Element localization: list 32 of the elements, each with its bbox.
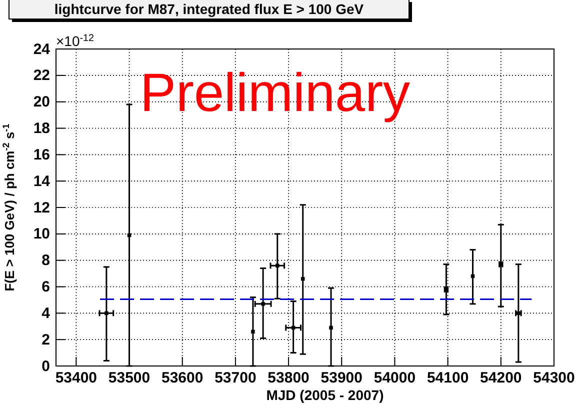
y-tick-label: 16 bbox=[33, 146, 50, 164]
y-tick-label: 10 bbox=[33, 226, 50, 243]
y-tick-label: 0 bbox=[42, 358, 50, 375]
x-tick-label: 53400 bbox=[55, 370, 98, 387]
y-tick-label: 8 bbox=[42, 252, 50, 270]
point bbox=[261, 302, 265, 306]
y-tick-label: 12 bbox=[33, 199, 50, 216]
y-tick-label: 14 bbox=[33, 172, 51, 190]
y-tick-label: 2 bbox=[42, 331, 50, 348]
annotation: ×10$^{-12}$ bbox=[56, 32, 94, 49]
x-tick-label: 54000 bbox=[374, 370, 416, 387]
y-tick-label: 18 bbox=[33, 120, 50, 138]
x-tick-label: 53700 bbox=[214, 370, 256, 387]
x-tick-label: 54100 bbox=[426, 370, 469, 387]
x-tick-label: 54300 bbox=[533, 370, 575, 387]
x-axis-title: MJD (2005 - 2007) bbox=[266, 387, 384, 403]
point bbox=[329, 326, 333, 330]
chart-title: lightcurve for M87, integrated flux E > 100 GeV bbox=[54, 1, 364, 17]
point bbox=[276, 264, 280, 268]
y-tick-label: 6 bbox=[42, 278, 50, 296]
x-tick-label: 54200 bbox=[480, 370, 522, 387]
x-tick-label: 53900 bbox=[320, 370, 362, 387]
y-tick-label: 22 bbox=[33, 67, 50, 84]
point bbox=[251, 330, 255, 334]
point bbox=[104, 311, 108, 316]
y-tick-label: 4 bbox=[42, 304, 51, 322]
y-tick-label: 20 bbox=[33, 94, 50, 111]
x-tick-label: 53500 bbox=[108, 370, 150, 387]
annotation: Preliminary bbox=[140, 63, 410, 123]
x-tick-label: 53600 bbox=[162, 370, 204, 387]
y-tick-label: 24 bbox=[33, 40, 51, 58]
x-tick-label: 53800 bbox=[268, 370, 310, 387]
